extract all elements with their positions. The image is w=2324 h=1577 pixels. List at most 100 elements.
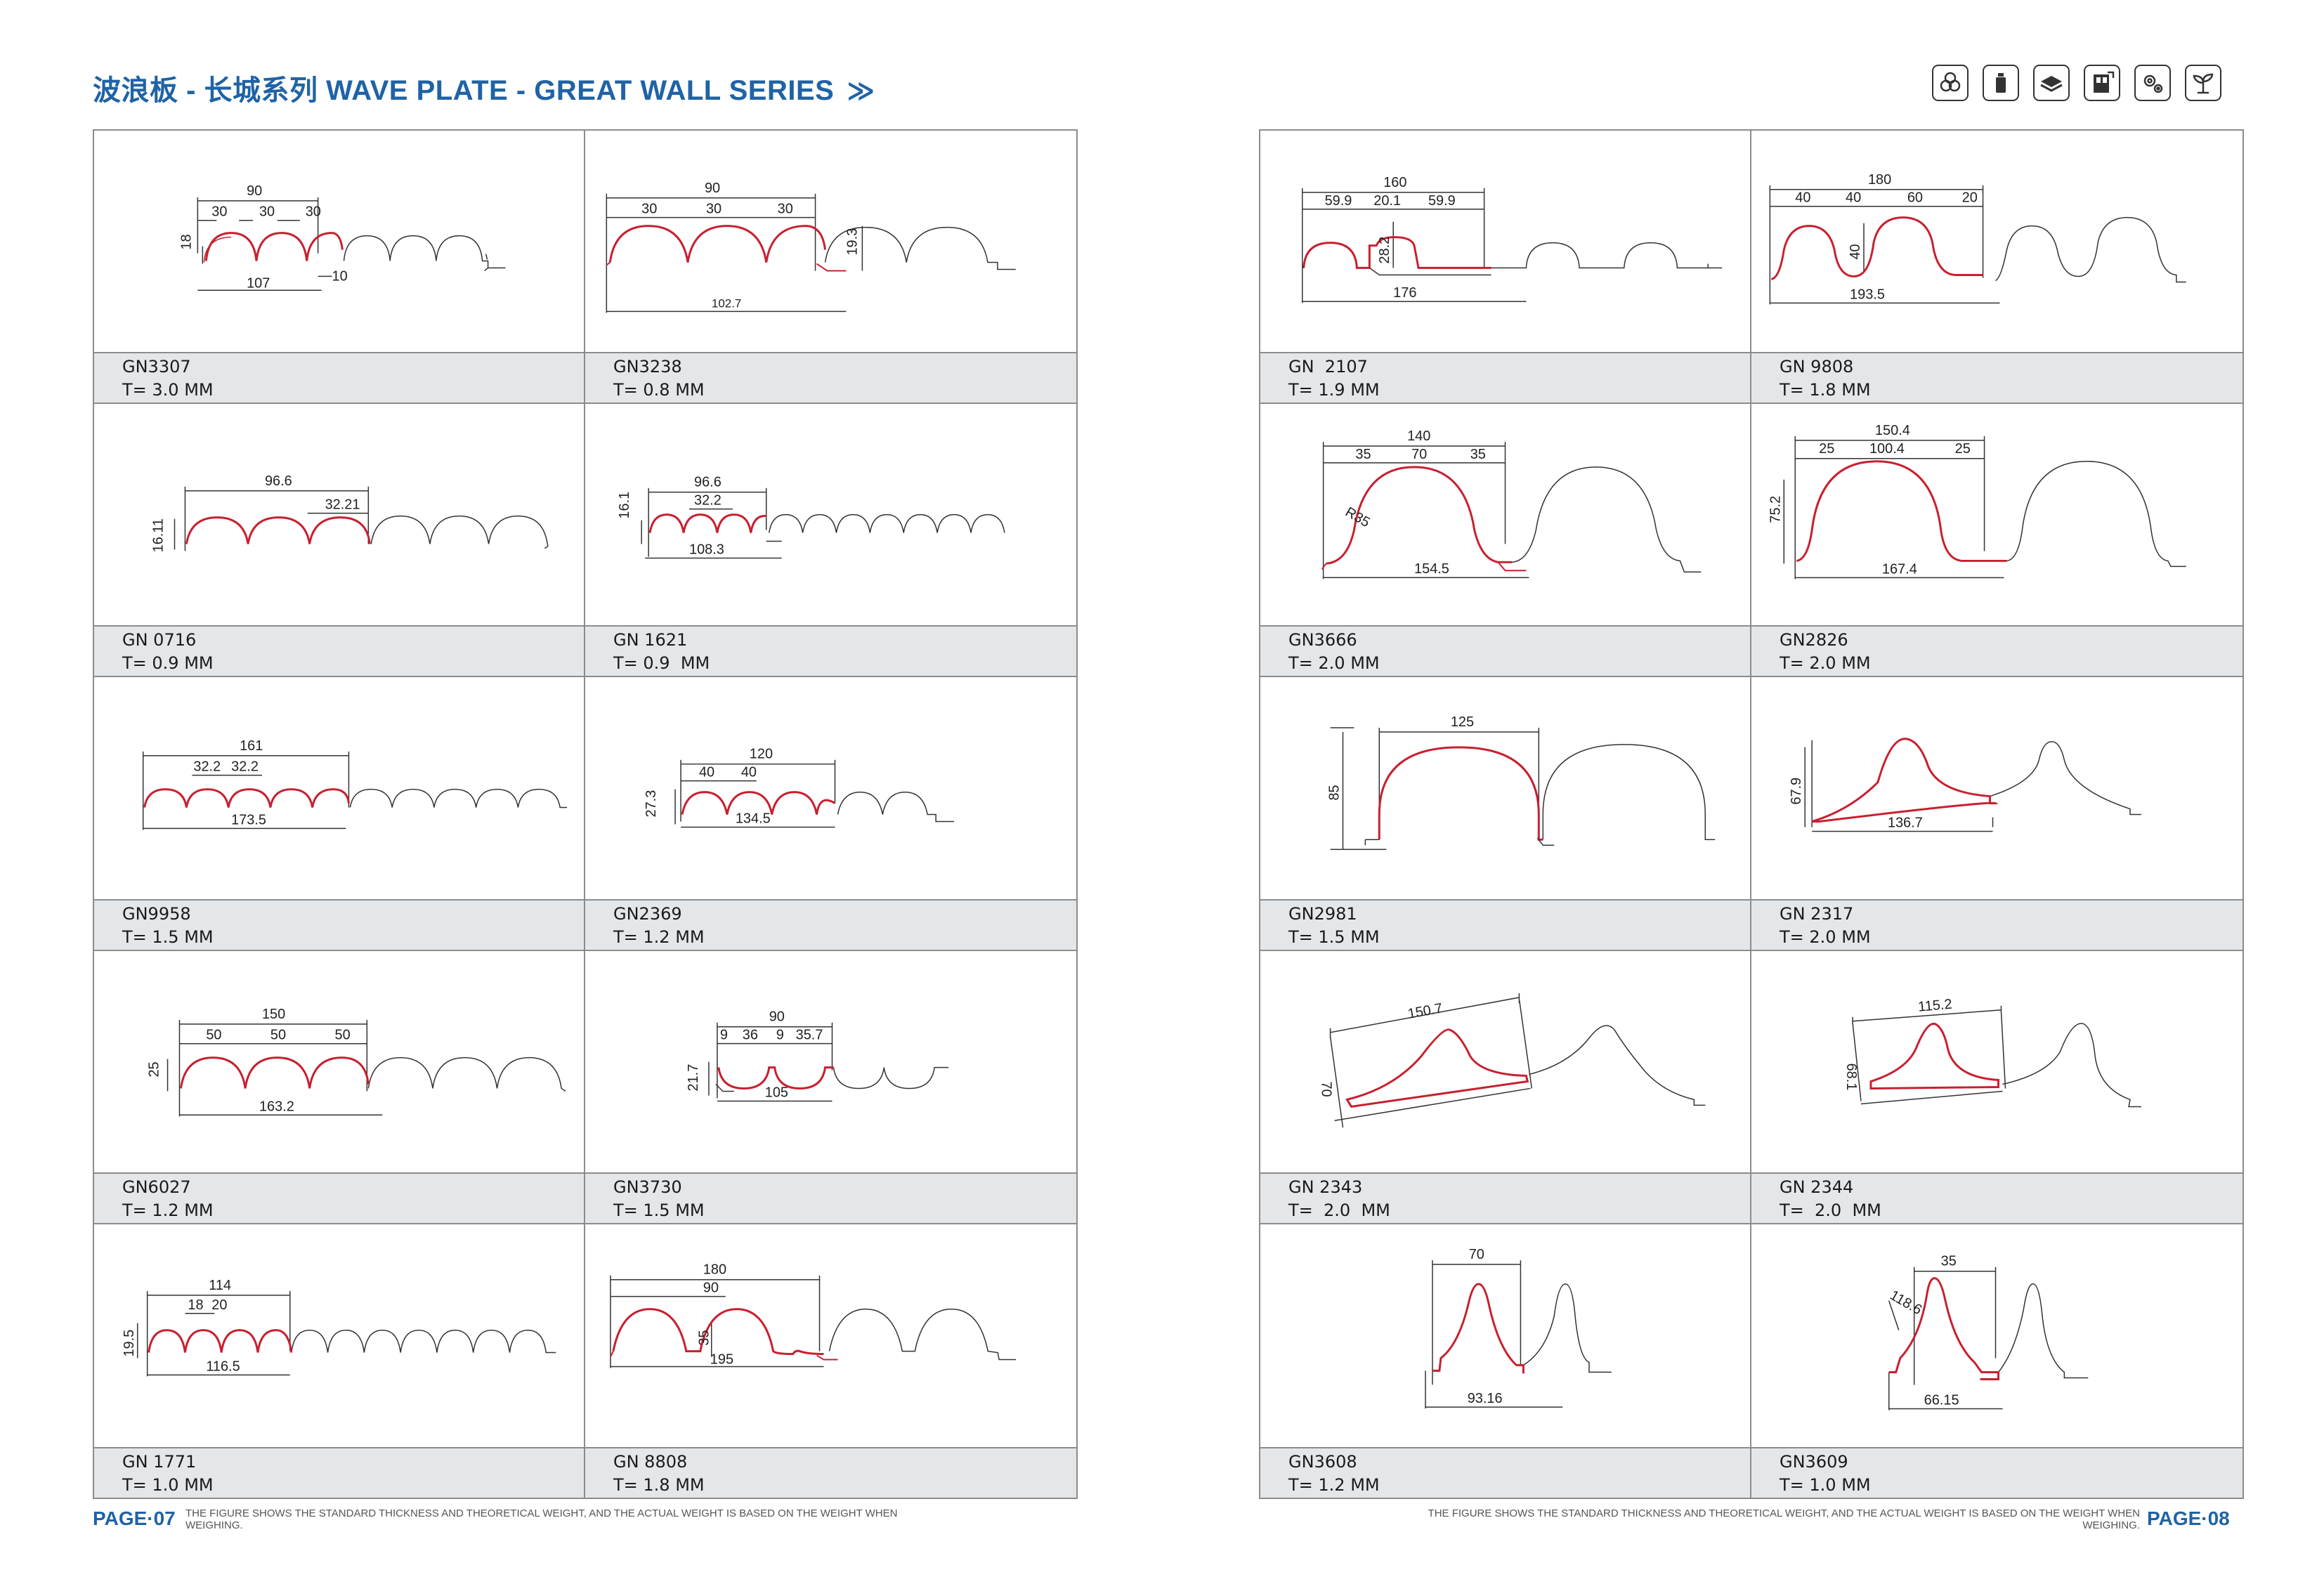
dimension-label: 125 [1451,714,1474,730]
product-cell[interactable]: 140 35 70 35 R35 154.5 GN3666 T= 2.0 MM [1260,404,1751,678]
dimension-label: 59.9 [1325,193,1352,209]
product-caption: GN3730 T= 1.5 MM [585,1172,1076,1223]
dimension-label: 35 [1941,1254,1957,1269]
dimension-label: 30 [259,204,275,220]
dimension-label: 20 [211,1297,227,1313]
profile-drawing: 150 50 50 50 25 163.2 [94,951,584,1172]
profile-drawing: 90 30 30 30 18 107 10 [94,131,584,352]
dimension-label: 173.5 [231,813,266,828]
product-cell[interactable]: 150.7 70 GN 2343 T= 2.0 MM [1260,950,1751,1224]
product-code: GN 2344 [1780,1177,1854,1197]
dimension-label: 16.11 [151,518,167,552]
dimension-label: 32.2 [193,759,221,775]
product-thickness: T= 3.0 MM [122,380,214,400]
bottle-icon[interactable] [1983,65,2019,101]
dimension-label: 35 [1470,447,1486,462]
dimension-label: 30 [778,202,793,217]
product-code: GN 1621 [613,630,688,650]
product-caption: GN 2317 T= 2.0 MM [1751,898,2243,950]
dimension-label: 160 [1383,175,1406,190]
dimension-label: 32.2 [694,493,722,509]
dimension-label: 40 [1848,244,1863,259]
product-cell[interactable]: 90 30 30 30 19.3 102.7 GN3238 T= 0.8 MM [585,131,1076,405]
profile-drawing: 125 85 [1260,677,1750,898]
product-cell[interactable]: 96.6 32.2 16.1 108.3 GN 1621 T= 0.9 MM [585,404,1076,678]
product-caption: GN 9808 T= 1.8 MM [1751,352,2243,403]
product-cell[interactable]: 35 118.6 66.15 GN3609 T= 1.0 MM [1751,1224,2243,1498]
product-code: GN 9808 [1780,357,1854,377]
footer-note-left: THE FIGURE SHOWS THE STANDARD THICKNESS … [185,1507,898,1531]
dimension-label: 70 [1411,447,1427,462]
product-thickness: T= 1.2 MM [122,1200,214,1220]
product-cell[interactable]: 125 85 GN2981 T= 1.5 MM [1260,677,1751,951]
product-cell[interactable]: 150 50 50 50 25 163.2 GN6027 T= 1.2 MM [94,950,585,1224]
double-chevron-icon: ≫ [847,77,875,106]
dimension-label: 21.7 [686,1064,701,1091]
product-cell[interactable]: 90 9 36 9 35.7 21.7 105 GN3730 T= 1.5 MM [585,951,1076,1224]
product-cell[interactable]: 70 93.16 GN3608 T= 1.2 MM [1260,1224,1751,1498]
stacked-boards-icon[interactable] [2033,65,2070,101]
dimension-label: 30 [641,202,657,217]
pipes-icon[interactable] [1932,65,1969,101]
product-caption: GN3307 T= 3.0 MM [94,352,584,403]
profile-drawing: 140 35 70 35 R35 154.5 [1260,404,1750,625]
sprout-icon[interactable] [2185,65,2221,101]
product-thickness: T= 0.9 MM [122,653,214,674]
product-code: GN3609 [1780,1452,1848,1472]
product-cell[interactable]: 180 40 40 60 20 40 193.5 GN 9808 T= 1.8 M… [1751,131,2243,405]
profile-drawing: 150.7 70 [1260,951,1750,1172]
product-cell[interactable]: 180 90 35 195 GN 8808 T= 1.8 MM [585,1224,1076,1498]
product-caption: GN 2107 T= 1.9 MM [1260,352,1750,403]
footer-note-right: THE FIGURE SHOWS THE STANDARD THICKNESS … [1428,1507,2140,1531]
product-cell[interactable]: 120 40 40 27.3 134.5 GN2369 T= 1.2 MM [585,677,1076,951]
page-number-left: PAGE·07 [93,1507,176,1529]
gears-icon[interactable] [2134,65,2171,101]
product-cell[interactable]: 67.9 136.7 GN 2317 T= 2.0 MM [1751,677,2243,951]
product-code: GN3307 [122,357,191,377]
dimension-label: 50 [270,1027,286,1042]
dimension-label: 10 [332,268,348,284]
dimension-label: 25 [1955,441,1971,457]
product-cell[interactable]: 161 32.2 32.2 173.5 GN9958 T= 1.5 MM [94,677,585,951]
product-cell[interactable]: 115.2 68.1 GN 2344 T= 2.0 MM [1751,951,2243,1224]
dimension-label: 85 [1327,785,1343,801]
dimension-label: 67.9 [1789,778,1804,805]
product-caption: GN3609 T= 1.0 MM [1751,1447,2243,1498]
product-thickness: T= 2.0 MM [1780,653,1871,674]
product-caption: GN 0716 T= 0.9 MM [94,625,584,676]
dimension-label: 40 [699,765,714,780]
product-cell[interactable]: 150.4 25 100.4 25 75.2 167.4 GN2826 T= 2.… [1751,404,2243,678]
dimension-label: 66.15 [1924,1392,1959,1408]
dimension-label: 50 [335,1027,351,1042]
dimension-label: 20.1 [1373,193,1401,209]
dimension-label: 35.7 [796,1027,823,1042]
product-thickness: T= 2.0 MM [1780,927,1871,947]
profile-drawing: 180 40 40 60 20 40 193.5 [1751,131,2243,352]
profile-drawing: 90 9 36 9 35.7 21.7 105 [585,951,1076,1172]
product-caption: GN 1771 T= 1.0 MM [94,1447,584,1498]
profile-drawing: 90 30 30 30 19.3 102.7 [585,131,1076,352]
dimension-label: 18 [178,234,194,249]
dimension-label: 50 [206,1027,221,1042]
product-code: GN3666 [1288,630,1357,650]
profile-drawing: 67.9 136.7 [1751,677,2243,898]
product-cell[interactable]: 114 18 20 19.5 116.5 GN 1771 T= 1.0 MM [94,1224,585,1498]
product-thickness: T= 1.8 MM [613,1475,705,1495]
dimension-label: 96.6 [694,475,722,490]
product-cell[interactable]: 96.6 32.21 16.11 GN 0716 T= 0.9 MM [94,404,585,678]
door-icon[interactable] [2084,65,2120,101]
dimension-label: 32.21 [325,497,360,513]
product-cell[interactable]: 90 30 30 30 18 107 10 GN3307 T= 3.0 MM [94,131,585,405]
product-code: GN 2317 [1780,903,1854,924]
profile-drawing: 161 32.2 32.2 173.5 [94,677,584,898]
dimension-label: 40 [1795,190,1810,206]
product-thickness: T= 1.2 MM [613,927,705,947]
product-thickness: T= 1.0 MM [1780,1475,1871,1495]
profile-drawing: 96.6 32.21 16.11 [94,404,584,625]
dimension-label: 68.1 [1843,1063,1859,1090]
dimension-label: 193.5 [1850,287,1885,302]
dimension-label: 40 [1846,190,1861,206]
dimension-label: 40 [741,765,757,780]
category-icon-bar [1932,65,2221,101]
product-cell[interactable]: 160 59.9 20.1 59.9 28.2 176 GN 2107 T= 1.… [1260,131,1751,405]
